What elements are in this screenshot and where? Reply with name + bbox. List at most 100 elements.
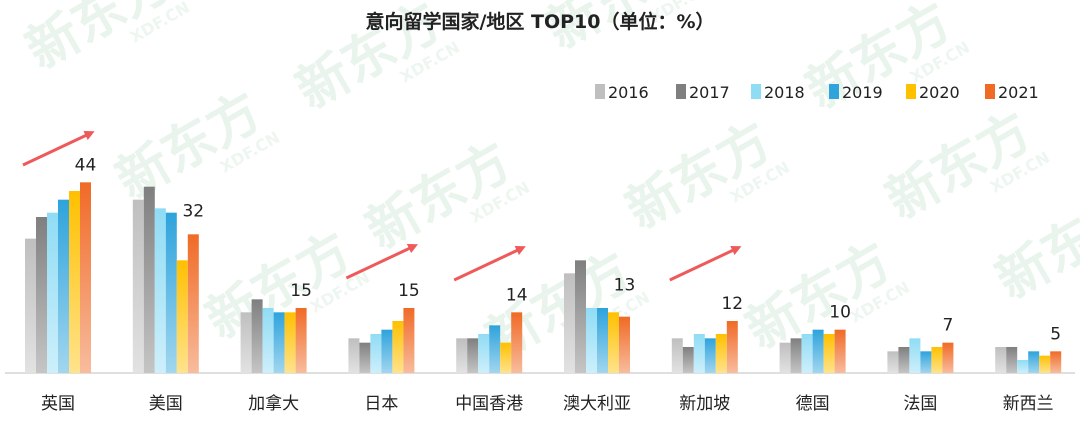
bar-2016: [25, 239, 36, 373]
x-tick-label: 日本: [364, 394, 398, 414]
bar-2021: [942, 343, 953, 373]
bar-2020: [500, 343, 511, 373]
legend-swatch: [985, 84, 995, 99]
legend-item-2020: 2020: [906, 83, 960, 102]
bar-2017: [898, 347, 909, 373]
bar-2019: [813, 330, 824, 373]
bar-2016: [456, 338, 467, 373]
data-label: 44: [75, 155, 97, 175]
legend-swatch: [829, 84, 839, 99]
data-label: 14: [506, 285, 528, 305]
data-label: 12: [721, 294, 743, 314]
bar-2018: [909, 338, 920, 373]
chart-title: 意向留学国家/地区 TOP10（单位：%）: [365, 10, 714, 33]
watermark-brand: 新东方: [987, 181, 1080, 311]
bar-2019: [381, 330, 392, 373]
data-label: 7: [942, 316, 953, 336]
bar-group-9: [995, 347, 1061, 373]
legend-item-2021: 2021: [985, 83, 1039, 102]
legend-item-2016: 2016: [595, 83, 649, 102]
data-label: 32: [182, 202, 204, 222]
bar-2019: [705, 338, 716, 373]
x-tick-label: 澳大利亚: [563, 394, 631, 414]
bar-2018: [802, 334, 813, 373]
bar-group-0: [25, 182, 91, 373]
bar-2017: [144, 187, 155, 373]
bar-2016: [133, 200, 144, 373]
bar-2019: [920, 351, 931, 373]
bar-2018: [47, 213, 58, 373]
legend-label: 2021: [998, 83, 1039, 102]
x-tick-label: 英国: [41, 394, 75, 414]
bar-2020: [1039, 356, 1050, 373]
bar-2021: [188, 234, 199, 373]
legend-swatch: [595, 84, 605, 99]
legend-swatch: [906, 84, 916, 99]
legend-item-2018: 2018: [751, 83, 805, 102]
bar-2017: [575, 260, 586, 373]
bar-2019: [274, 312, 285, 373]
data-label: 15: [398, 281, 420, 301]
bar-2021: [835, 330, 846, 373]
bar-2021: [619, 317, 630, 373]
bar-2016: [780, 343, 791, 373]
legend-label: 2018: [764, 83, 805, 102]
bar-2018: [155, 208, 166, 373]
bar-group-3: [348, 308, 414, 373]
legend-label: 2020: [919, 83, 960, 102]
bar-2019: [489, 325, 500, 373]
bar-2020: [285, 312, 296, 373]
bar-2021: [511, 312, 522, 373]
data-label: 10: [829, 303, 851, 323]
bar-2016: [241, 312, 252, 373]
legend-swatch: [676, 84, 686, 99]
bar-group-6: [672, 321, 738, 373]
bar-2018: [370, 334, 381, 373]
data-label: 15: [290, 281, 312, 301]
bar-2021: [403, 308, 414, 373]
x-tick-label: 德国: [796, 394, 830, 414]
x-tick-label: 加拿大: [248, 393, 299, 414]
bar-2020: [931, 347, 942, 373]
bar-2018: [478, 334, 489, 373]
bar-2020: [177, 260, 188, 373]
x-tick-label: 新西兰: [1003, 394, 1054, 414]
bar-2019: [1028, 351, 1039, 373]
data-label: 5: [1050, 324, 1061, 344]
bar-2021: [727, 321, 738, 373]
bar-2017: [36, 217, 47, 373]
trend-arrow: [670, 248, 738, 280]
bar-2017: [467, 338, 478, 373]
bar-group-8: [887, 338, 953, 373]
bar-2017: [252, 299, 263, 373]
bar-2017: [683, 347, 694, 373]
data-label: 13: [614, 275, 636, 295]
legend-label: 2017: [689, 83, 730, 102]
bar-2020: [392, 321, 403, 373]
legend-swatch: [751, 84, 761, 99]
bar-2018: [263, 308, 274, 373]
legend-label: 2019: [842, 83, 883, 102]
bar-2019: [597, 308, 608, 373]
bar-2016: [348, 338, 359, 373]
bar-2016: [564, 273, 575, 373]
bar-2018: [586, 308, 597, 373]
bar-2017: [1006, 347, 1017, 373]
bar-2020: [716, 334, 727, 373]
bar-2019: [58, 200, 69, 373]
bar-2017: [791, 338, 802, 373]
bar-2016: [995, 347, 1006, 373]
bar-2020: [608, 312, 619, 373]
bar-2018: [1017, 360, 1028, 373]
bar-2021: [80, 182, 91, 373]
legend-label: 2016: [608, 83, 649, 102]
bar-2021: [296, 308, 307, 373]
category-labels: 英国美国加拿大日本中国香港澳大利亚新加坡德国法国新西兰: [41, 393, 1054, 414]
